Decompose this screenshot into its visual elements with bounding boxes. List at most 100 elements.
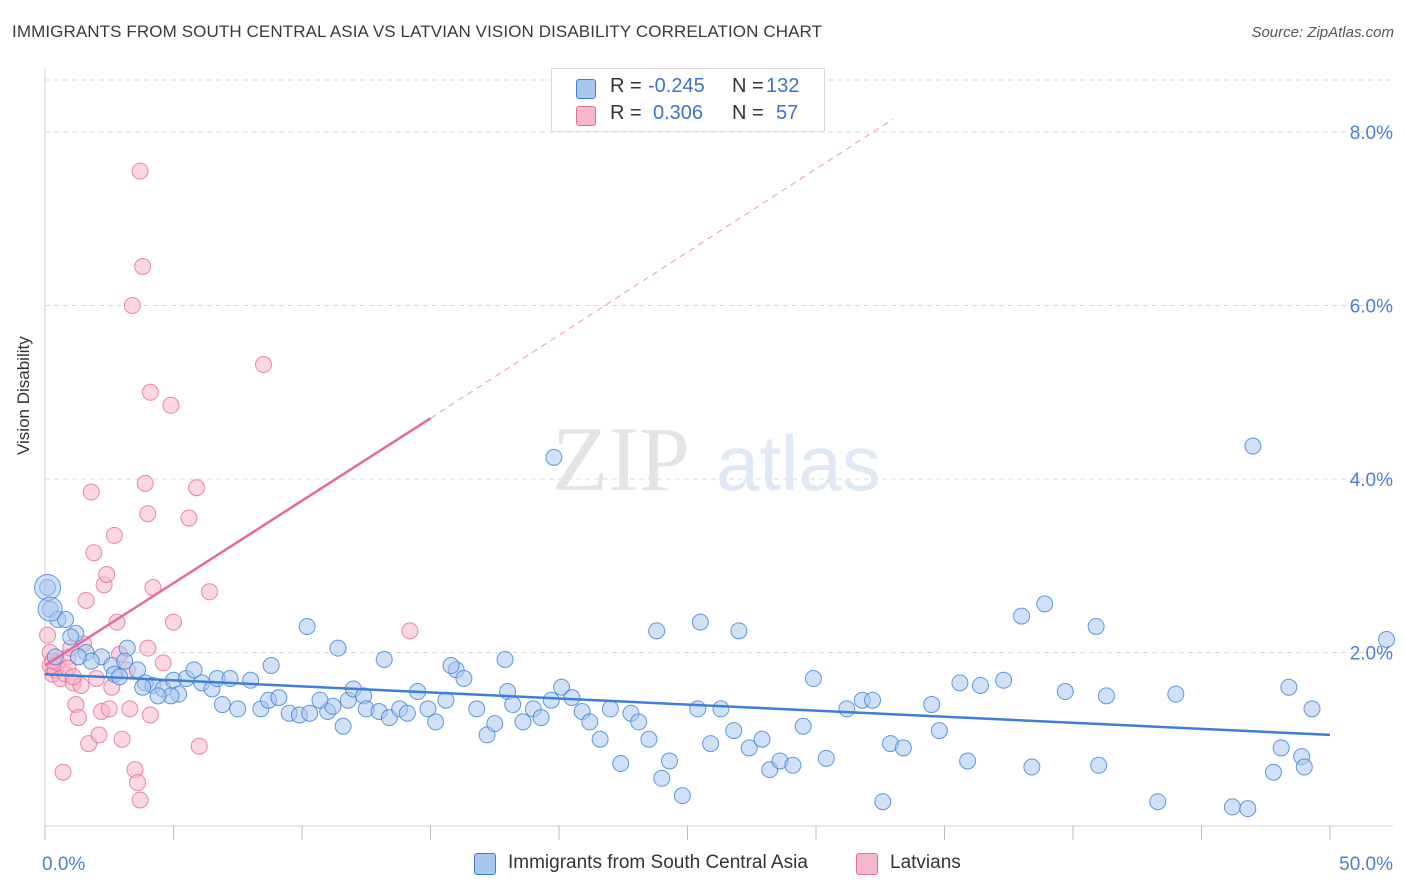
south-central-asia-point (419, 700, 437, 718)
legend-n-label: N = (732, 75, 764, 97)
latvian-point (131, 791, 149, 809)
watermark-zip: ZIP (552, 408, 690, 510)
south-central-asia-point (1087, 617, 1105, 635)
latvian-point (121, 700, 139, 718)
south-central-asia-point (311, 691, 329, 709)
gridlines (45, 79, 1393, 654)
latvian-point (401, 622, 419, 640)
blue-trend-line (44, 672, 1331, 737)
south-central-asia-point (691, 613, 709, 631)
latvian-point (69, 709, 87, 727)
south-central-asia-point (894, 739, 912, 757)
latvian-point (139, 639, 157, 657)
latvian-point (98, 565, 116, 583)
south-central-asia-point (601, 700, 619, 718)
latvian-point (77, 591, 95, 609)
latvian-point (141, 706, 159, 724)
south-central-asia-point (57, 611, 75, 629)
south-central-asia-point (375, 650, 393, 668)
south-central-asia-point (753, 730, 771, 748)
south-central-asia-point (1272, 739, 1290, 757)
south-central-asia-point (640, 730, 658, 748)
south-central-asia-point (1097, 687, 1115, 705)
south-central-asia-point (1167, 685, 1185, 703)
legend-n-label: N = (732, 102, 764, 124)
y-axis-label: Vision Disability (14, 336, 33, 455)
latvian-point (254, 356, 272, 374)
x-tick-label: 50.0% (1339, 854, 1393, 875)
south-central-asia-point (185, 661, 203, 679)
latvian-point (129, 774, 147, 792)
bottom-legend-swatch-pink (856, 853, 878, 875)
latvian-point (90, 726, 108, 744)
latvian-point (154, 654, 172, 672)
legend-r-label: R = (610, 75, 642, 97)
south-central-asia-point (689, 700, 707, 718)
south-central-asia-point (804, 670, 822, 688)
south-central-asia-point (1023, 758, 1041, 776)
south-central-asia-point (298, 617, 316, 635)
legend-swatch-blue (576, 79, 596, 99)
legend-n-value: 57 (776, 102, 799, 124)
latvian-point (87, 670, 105, 688)
south-central-asia-point (740, 739, 758, 757)
south-central-asia-point (62, 628, 80, 646)
south-central-asia-point (329, 639, 347, 657)
south-central-asia-point (784, 756, 802, 774)
latvian-point (39, 626, 57, 644)
south-central-asia-point (1013, 607, 1031, 625)
south-central-asia-point (995, 671, 1013, 689)
south-central-asia-point (270, 689, 288, 707)
south-central-asia-point (262, 657, 280, 675)
south-central-asia-point (455, 670, 473, 688)
bottom-legend-label-pink: Latvians (890, 852, 961, 873)
legend-row-pink: R = 0.306 N = 57 (552, 102, 824, 128)
south-central-asia-point (496, 650, 514, 668)
south-central-asia-point (37, 596, 63, 622)
south-central-asia-point (1036, 595, 1054, 613)
south-central-asia-point (648, 622, 666, 640)
south-central-asia-point (1090, 756, 1108, 774)
latvian-point (131, 162, 149, 180)
south-central-asia-point (532, 709, 550, 727)
legend-swatch-pink (576, 106, 596, 126)
south-central-asia-point (864, 691, 882, 709)
south-central-asia-point (486, 715, 504, 733)
watermark-atlas: atlas (716, 419, 881, 507)
latvian-point (105, 526, 123, 544)
y-tick-label: 2.0% (1350, 644, 1393, 665)
south-central-asia-point (116, 652, 134, 670)
south-central-asia-point (1244, 437, 1262, 455)
south-central-asia-point (468, 700, 486, 718)
latvian-point (136, 474, 154, 492)
latvian-point (85, 544, 103, 562)
south-central-asia-point (514, 713, 532, 731)
south-central-asia-point (427, 713, 445, 731)
legend-r-label: R = (610, 102, 642, 124)
latvian-point (134, 258, 152, 275)
south-central-asia-point (930, 722, 948, 740)
south-central-asia-point (553, 678, 571, 696)
latvian-point (180, 509, 198, 527)
latvian-point (188, 479, 206, 497)
south-central-asia-point (1295, 758, 1313, 776)
south-central-asia-point (242, 671, 260, 689)
south-central-asia-point (959, 752, 977, 770)
legend-n-value: 132 (766, 75, 800, 97)
chart-title: IMMIGRANTS FROM SOUTH CENTRAL ASIA VS LA… (12, 22, 823, 41)
latvian-point (139, 505, 157, 523)
axes (44, 68, 1393, 840)
south-central-asia-point (712, 700, 730, 718)
x-tick-label: 0.0% (42, 854, 85, 875)
latvian-point (100, 700, 118, 718)
south-central-asia-point (730, 622, 748, 640)
legend-r-value: -0.245 (648, 75, 705, 97)
south-central-asia-point (612, 755, 630, 773)
south-central-asia-point (34, 573, 62, 601)
south-central-asia-point (398, 704, 416, 722)
latvian-point (113, 730, 131, 748)
latvian-point (165, 613, 182, 631)
pink-trend-extension (430, 118, 894, 419)
south-central-asia-point (971, 676, 989, 694)
